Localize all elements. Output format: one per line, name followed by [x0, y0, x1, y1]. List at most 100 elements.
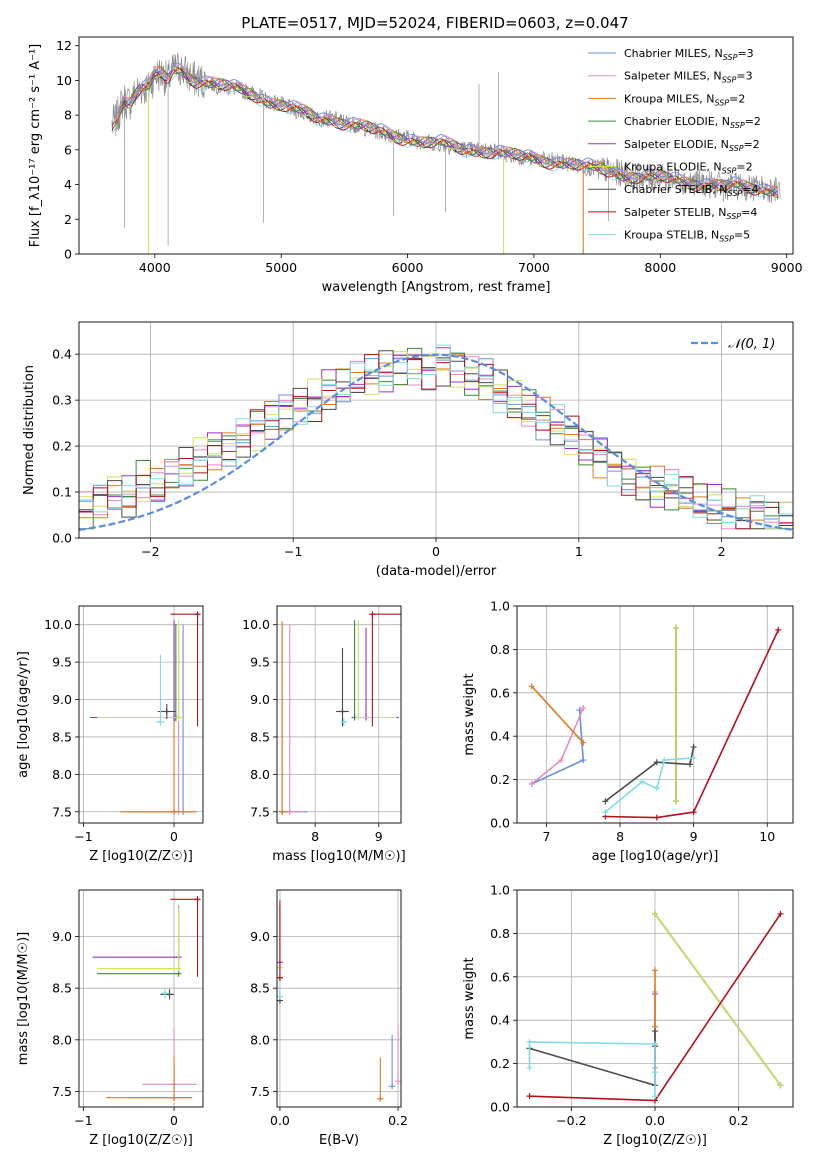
y-tick-label: 7.5 [52, 1084, 72, 1099]
data-point [279, 808, 286, 815]
y-tick-label: 9.5 [52, 655, 72, 670]
x-tick-label: 2 [718, 544, 726, 559]
y-tick-label: 0.1 [52, 485, 72, 500]
x-axis-label: Z [log10(Z/Z☉)] [89, 1133, 193, 1148]
data-point [652, 1069, 658, 1076]
x-tick-label: 9 [375, 829, 383, 844]
y-tick-label: 0.0 [52, 531, 72, 546]
axes-frame [78, 605, 204, 824]
normal-curve [79, 353, 793, 531]
plot-area-mass_vs_Z [79, 890, 203, 1107]
x-tick-label: 7000 [518, 260, 550, 275]
data-point [161, 990, 168, 997]
data-point [528, 683, 535, 690]
data-point [690, 809, 697, 816]
data-point [672, 798, 679, 805]
data-point [690, 744, 697, 751]
x-tick-label: 9 [690, 829, 698, 844]
y-tick-label: 0.4 [490, 1013, 510, 1028]
data-point [526, 1038, 533, 1045]
data-point [652, 910, 658, 917]
y-tick-label: 8.0 [250, 1032, 270, 1047]
panel-mw_vs_age: 7 8 9 10 0.0 0.2 0.4 0.6 0.8 1.0 age [log10(age/yr… [462, 599, 794, 864]
y-tick-label: 8 [64, 108, 72, 123]
legend-entry: Chabrier ELODIE, NSSP=2 [624, 115, 761, 130]
y-tick-label: 7.5 [250, 1084, 270, 1099]
x-tick-label: 8 [311, 829, 319, 844]
model-spectrum [114, 66, 779, 196]
axes-frame [276, 889, 402, 1108]
plot-area-mw_vs_Z [517, 890, 793, 1107]
plot-area-age_vs_mass [277, 606, 401, 823]
data-point [175, 965, 182, 972]
y-tick-label: 0.2 [52, 439, 72, 454]
data-point [528, 780, 535, 787]
data-point [580, 704, 587, 711]
x-axis-label: mass [log10(M/M☉)] [272, 849, 405, 864]
panel-age_vs_mass: 8 9 7.5 8.0 8.5 9.0 9.5 10.0 mass [log10(M/M☉)] [242, 605, 406, 864]
y-tick-label: 7.5 [250, 804, 270, 819]
legend-entry: Salpeter MILES, NSSP=3 [624, 70, 753, 85]
x-tick-label: 0 [170, 1113, 178, 1128]
y-tick-label: 0.8 [490, 642, 510, 657]
x-tick-label: −2 [141, 544, 159, 559]
y-tick-label: 0.4 [52, 347, 72, 362]
data-point [653, 785, 660, 792]
y-tick-label: 6 [64, 142, 72, 157]
axes-frame [516, 889, 794, 1108]
y-tick-label: 0.3 [52, 393, 72, 408]
data-point [580, 757, 587, 764]
y-tick-label: 9.0 [52, 929, 72, 944]
y-tick-label: 10 [56, 73, 72, 88]
data-point [277, 974, 283, 981]
y-tick-label: 8.5 [52, 729, 72, 744]
y-tick-label: 2 [64, 212, 72, 227]
data-point [558, 757, 565, 764]
legend-entry: Salpeter ELODIE, NSSP=2 [624, 138, 760, 153]
x-axis-label: wavelength [Angstrom, rest frame] [322, 280, 551, 295]
data-point [653, 759, 660, 766]
y-tick-label: 9.0 [52, 692, 72, 707]
y-tick-label: 8.5 [250, 981, 270, 996]
x-axis-label: Z [log10(Z/Z☉)] [89, 849, 193, 864]
data-point [526, 1064, 533, 1071]
y-tick-label: 0.8 [490, 926, 510, 941]
data-point [277, 993, 283, 1000]
y-tick-label: 8.0 [250, 767, 270, 782]
y-tick-label: 4 [64, 177, 72, 192]
legend-entry: Salpeter STELIB, NSSP=4 [624, 206, 757, 221]
data-point [166, 991, 173, 998]
y-tick-label: 10.0 [242, 617, 270, 632]
data-point [369, 611, 376, 618]
x-tick-label: 1 [575, 544, 583, 559]
data-point [652, 1028, 658, 1035]
x-axis-label: age [log10(age/yr)] [592, 849, 719, 864]
y-tick-label: 9.5 [250, 655, 270, 670]
panel-residuals: −2 −1 0 1 2 0.0 0.1 0.2 0.3 0.4 (data-model)/error… [22, 321, 794, 579]
residual-histogram [79, 344, 793, 529]
data-point [157, 718, 164, 725]
x-tick-label: 8000 [644, 260, 676, 275]
x-tick-label: 0.2 [388, 1113, 408, 1128]
axes-frame [516, 605, 794, 824]
mass-weight-line [654, 913, 782, 1086]
x-tick-label: 6000 [392, 260, 424, 275]
x-tick-label: −1 [284, 544, 302, 559]
x-tick-label: 4000 [139, 260, 171, 275]
data-point [775, 626, 782, 633]
y-tick-label: 8.5 [52, 981, 72, 996]
x-tick-label: −1 [74, 829, 92, 844]
axes-frame [78, 889, 204, 1108]
model-spectrum [113, 63, 779, 192]
y-tick-label: 0.6 [490, 969, 510, 984]
data-point [194, 896, 201, 903]
plot-area-mw_vs_age [517, 606, 793, 823]
axes-frame [78, 321, 794, 539]
data-point [602, 798, 609, 805]
data-point [690, 754, 697, 761]
x-tick-label: 0 [432, 544, 440, 559]
y-tick-label: 9.0 [250, 692, 270, 707]
x-tick-label: 0 [170, 829, 178, 844]
legend: 𝒩(0, 1) [691, 337, 775, 352]
mass-weight-line [604, 757, 694, 813]
